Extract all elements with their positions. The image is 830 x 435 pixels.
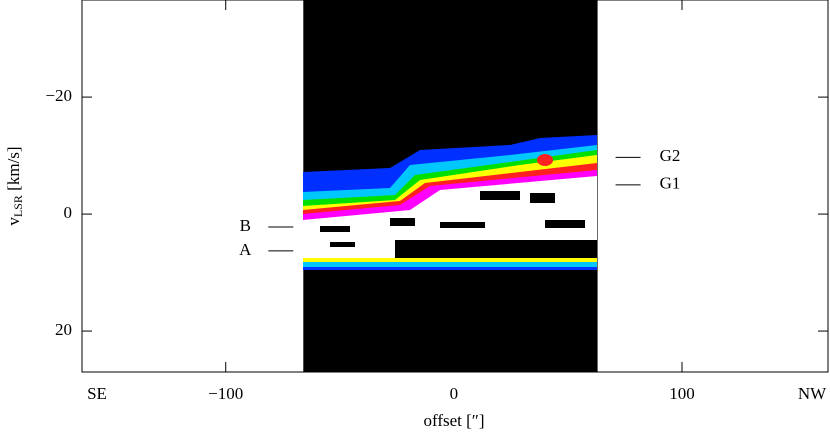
y-axis-label: vLSR [km/s] [4,146,25,225]
y-tick-label: 0 [64,203,73,222]
y-label-sub: LSR [11,195,25,217]
annotation-label: G2 [660,146,681,165]
x-tick-label: 100 [669,384,695,403]
x-tick-label: −100 [208,384,243,403]
annotation-label: B [240,216,251,235]
x-axis-label: offset [″] [423,411,484,430]
annotation-label: G1 [660,174,681,193]
y-label-unit: [km/s] [4,146,23,195]
y-label-main: v [4,217,23,226]
annotation-label: A [239,240,252,259]
x-tick-label: 0 [450,384,459,403]
emission [303,135,597,270]
y-tick-label: 20 [55,320,72,339]
y-tick-label: −20 [45,86,72,105]
x-end-label: SE [87,384,107,403]
x-end-label: NW [798,384,827,403]
plot-frame [81,0,829,373]
